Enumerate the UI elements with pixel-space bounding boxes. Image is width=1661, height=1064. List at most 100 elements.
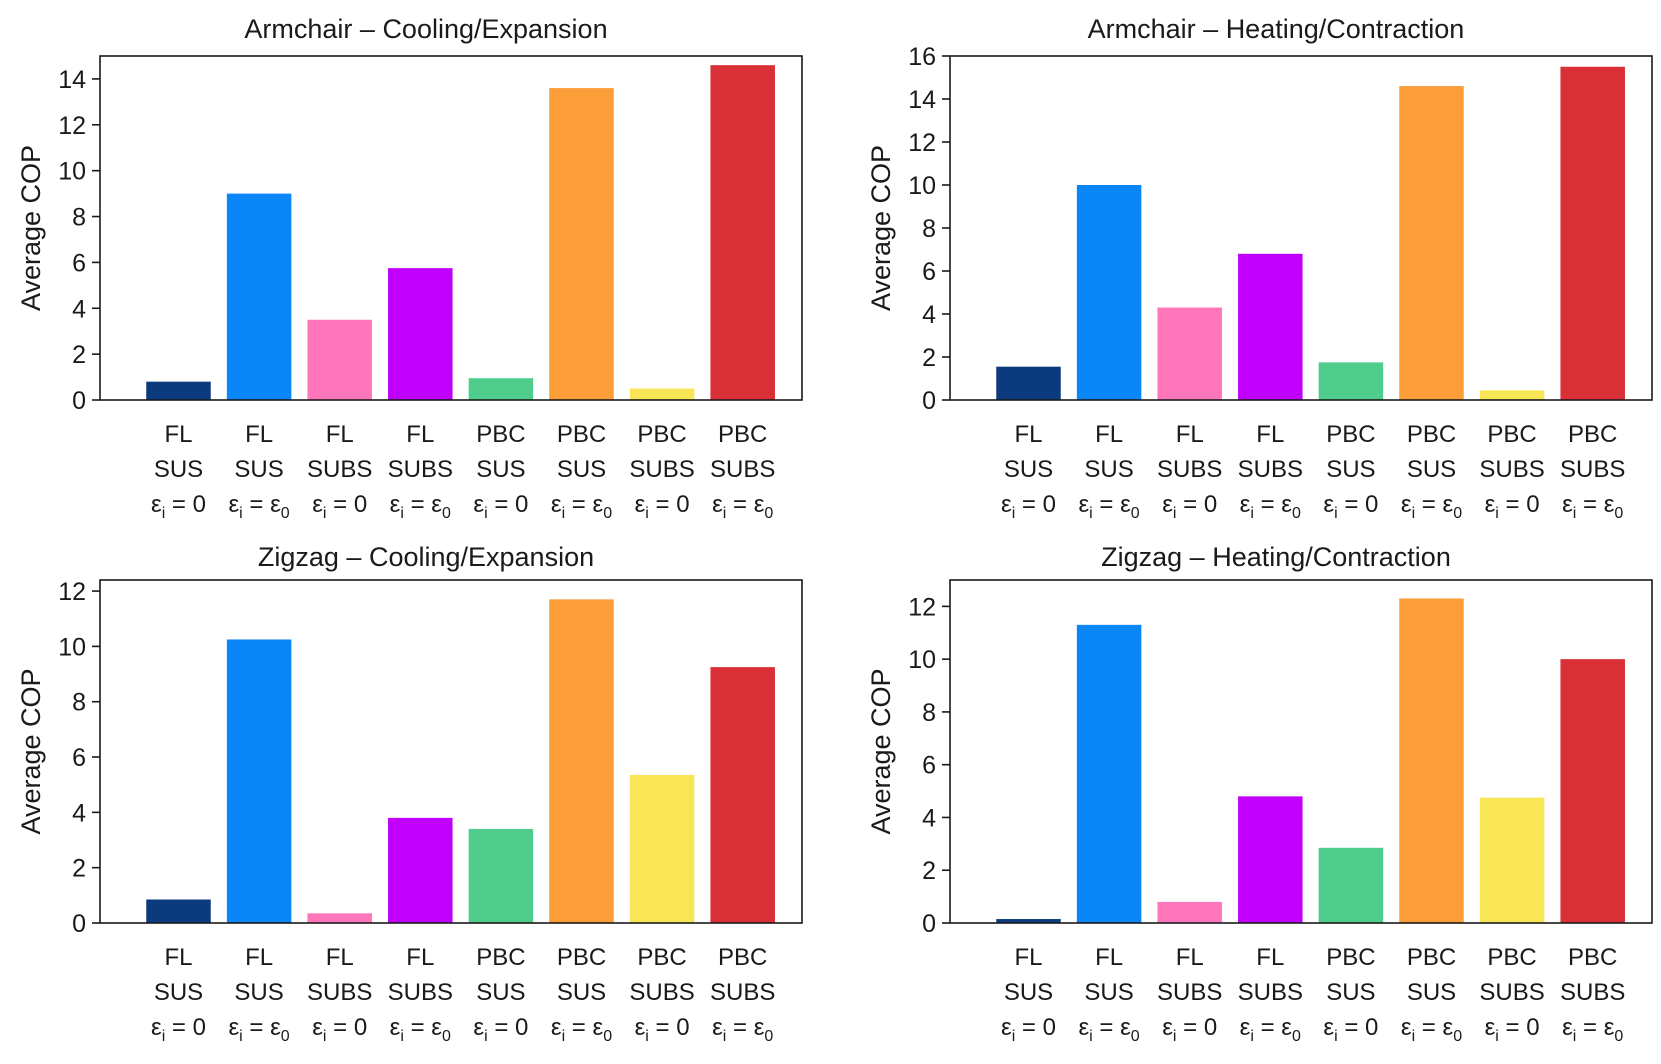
category-line-2: SUS [557, 979, 606, 1006]
rhs: ε [1443, 491, 1454, 518]
y-tick-label: 10 [908, 646, 936, 674]
epsilon-subscript: i [1412, 1028, 1416, 1045]
rhs: 0 [354, 1014, 367, 1041]
category-line-2: SUS [557, 456, 606, 483]
epsilon-subscript: i [1012, 505, 1016, 522]
epsilon-subscript: i [1412, 505, 1416, 522]
bar-1 [146, 381, 211, 400]
bar-8 [1560, 659, 1625, 923]
bar-3 [307, 319, 372, 400]
epsilon-subscript: i [484, 505, 488, 522]
y-axis-label: Average COP [16, 145, 46, 311]
category-line-2: SUS [476, 979, 525, 1006]
epsilon: ε [1078, 491, 1089, 518]
bar-8 [710, 667, 775, 923]
category-line-3: εi = ε0 [1401, 491, 1462, 522]
bar-3 [1157, 307, 1222, 400]
category-line-1: PBC [718, 421, 767, 448]
equals: = [649, 1014, 676, 1041]
category-line-3: εi = ε0 [551, 1014, 612, 1045]
category-line-1: FL [1256, 421, 1284, 448]
epsilon: ε [635, 1014, 646, 1041]
y-tick-label: 14 [908, 86, 936, 114]
epsilon: ε [1162, 491, 1173, 518]
bar-4 [1238, 796, 1303, 923]
equals: = [1015, 1014, 1042, 1041]
category-line-3: εi = 0 [151, 491, 206, 522]
category-line-2: SUBS [1560, 979, 1625, 1006]
equals: = [649, 491, 676, 518]
y-tick-label: 4 [922, 804, 936, 832]
category-line-1: FL [1095, 421, 1123, 448]
category-line-1: FL [1014, 421, 1042, 448]
category-line-1: PBC [476, 944, 525, 971]
rhs: 0 [1526, 491, 1539, 518]
bar-7 [1479, 797, 1545, 923]
category-label-5: PBC SUS εi = 0 [473, 944, 528, 1045]
category-line-2: SUS [234, 979, 283, 1006]
category-line-3: εi = 0 [635, 491, 690, 522]
category-line-1: FL [164, 421, 192, 448]
epsilon-subscript: i [562, 505, 566, 522]
epsilon: ε [1401, 1014, 1412, 1041]
category-line-3: εi = ε0 [228, 491, 289, 522]
rhs-subscript: 0 [603, 1028, 612, 1045]
category-line-1: FL [1014, 944, 1042, 971]
rhs: ε [754, 491, 765, 518]
y-axis-label: Average COP [16, 668, 46, 834]
y-tick-label: 4 [72, 799, 86, 827]
epsilon-subscript: i [1250, 505, 1254, 522]
epsilon-subscript: i [1012, 1028, 1016, 1045]
rhs: ε [431, 491, 442, 518]
rhs: ε [270, 491, 281, 518]
category-line-1: PBC [476, 421, 525, 448]
epsilon: ε [1485, 1014, 1496, 1041]
rhs: ε [270, 1014, 281, 1041]
category-line-1: FL [164, 944, 192, 971]
category-line-3: εi = ε0 [390, 491, 451, 522]
equals: = [1093, 491, 1120, 518]
epsilon-subscript: i [1173, 505, 1177, 522]
y-tick-label: 12 [908, 129, 936, 157]
bar-1 [996, 919, 1061, 923]
chart-panel-4: Zigzag – Heating/Contraction Average COP 0… [866, 542, 1653, 1045]
rhs: ε [1120, 1014, 1131, 1041]
rhs: ε [593, 1014, 604, 1041]
epsilon: ε [1562, 1014, 1573, 1041]
epsilon-subscript: i [162, 1028, 166, 1045]
y-tick-label: 4 [922, 301, 936, 329]
y-tick-label: 0 [922, 910, 936, 938]
category-line-3: εi = 0 [473, 1014, 528, 1045]
category-line-3: εi = ε0 [1562, 491, 1623, 522]
category-line-2: SUS [154, 456, 203, 483]
equals: = [1176, 491, 1203, 518]
equals: = [1415, 491, 1442, 518]
category-label-1: FL SUS εi = 0 [1001, 944, 1056, 1045]
equals: = [1576, 491, 1603, 518]
category-line-2: SUBS [388, 979, 453, 1006]
category-label-7: PBC SUBS εi = 0 [629, 944, 694, 1045]
rhs: ε [431, 1014, 442, 1041]
epsilon-subscript: i [1573, 505, 1577, 522]
epsilon-subscript: i [400, 1028, 404, 1045]
category-line-1: PBC [1487, 421, 1536, 448]
y-tick-label: 10 [58, 158, 86, 186]
epsilon: ε [312, 491, 323, 518]
y-tick-label: 0 [922, 387, 936, 415]
bar-6 [1399, 598, 1464, 923]
category-line-2: SUBS [388, 456, 453, 483]
category-line-2: SUS [1004, 979, 1053, 1006]
category-label-5: PBC SUS εi = 0 [1323, 944, 1378, 1045]
equals: = [1254, 491, 1281, 518]
category-label-1: FL SUS εi = 0 [151, 944, 206, 1045]
category-line-2: SUBS [1157, 979, 1222, 1006]
y-tick-label: 6 [72, 249, 86, 277]
rhs: ε [1281, 1014, 1292, 1041]
equals: = [1499, 1014, 1526, 1041]
category-line-2: SUS [1326, 456, 1375, 483]
category-line-1: PBC [1407, 421, 1456, 448]
